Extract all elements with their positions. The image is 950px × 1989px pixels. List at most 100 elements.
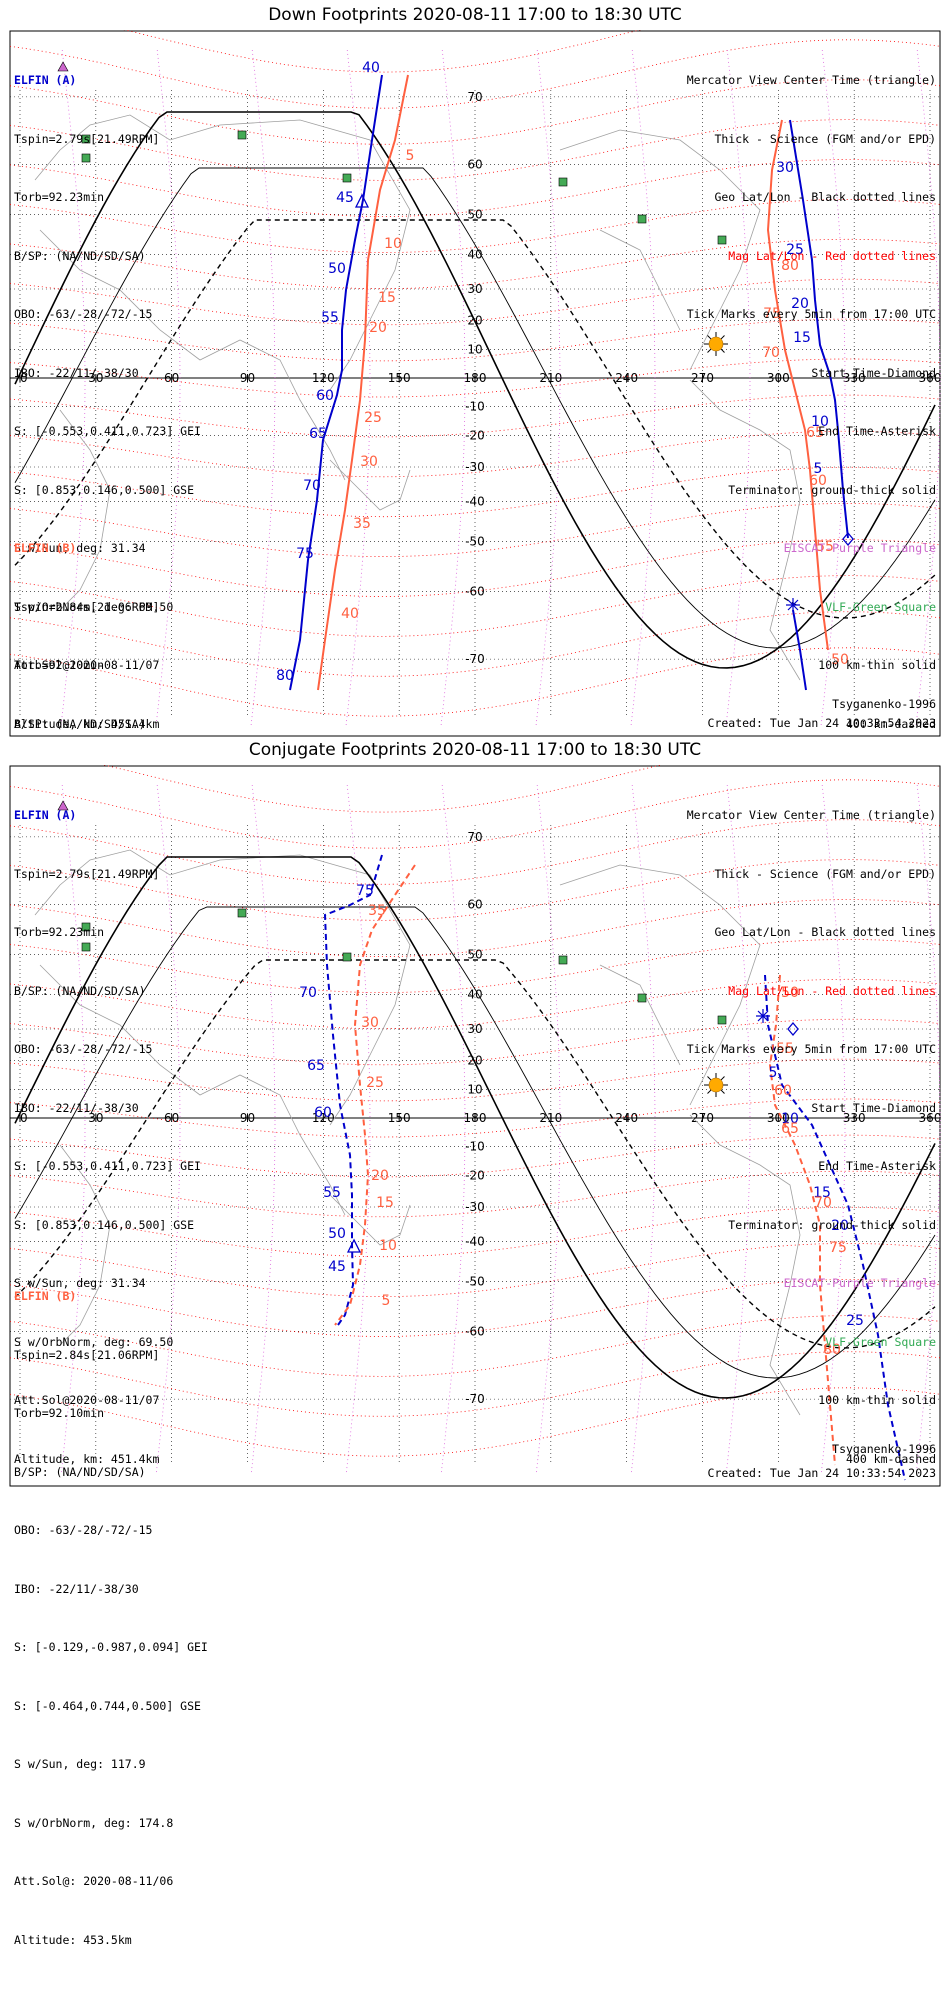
elfin-b-tick-label: 60 <box>774 1083 792 1099</box>
elfin-a-track <box>789 119 849 539</box>
end-asterisk <box>786 598 800 612</box>
legend-terminator: Terminator: ground-thick solid <box>728 1217 936 1232</box>
lat-tick-label: -10 <box>465 399 485 413</box>
lon-tick-label: 360 <box>919 1111 942 1125</box>
elfin-a-tick-label: 60 <box>314 1105 332 1121</box>
sun-ray <box>720 348 725 353</box>
elfin-b-line: S: [-0.129,-0.987,0.094] GEI <box>14 1640 208 1654</box>
vlf-square <box>81 134 91 144</box>
lat-tick-label: -50 <box>465 1275 485 1289</box>
coastline <box>34 849 411 1126</box>
elfin-a-line: Att.Sol@2020-08-11/07 <box>14 658 160 672</box>
elfin-a-line: Tspin=2.79s[21.49RPM] <box>14 131 160 146</box>
elfin-a-tick-label: 60 <box>316 388 334 404</box>
vlf-square <box>237 130 247 140</box>
elfin-b-track <box>766 119 829 651</box>
lon-tick-label: 300 <box>767 371 790 385</box>
sun-ray <box>720 1076 725 1081</box>
geo-grid: 70 60 50 40 30 20 10 -10 -20 -30 -40 -50 -60 -70 0 30 60… <box>10 90 941 715</box>
elfin-a-tick-label: 25 <box>786 242 804 258</box>
elfin-b-line: S w/Sun, deg: 117.9 <box>14 1757 146 1771</box>
mag-lat-line <box>9 1018 941 1066</box>
lon-tick-label: 240 <box>615 1111 638 1125</box>
elfin-b-label: ELFIN (B) <box>14 1289 77 1303</box>
mag-lat-line <box>9 1243 941 1297</box>
coastline <box>329 1194 411 1246</box>
lat-tick-label: 50 <box>467 947 482 961</box>
elfin-a-tick-label: 20 <box>791 296 809 312</box>
elfin-a-tick-label: 40 <box>362 60 380 76</box>
sun-ray <box>707 1076 712 1081</box>
elfin-a-line: Altitude, km: 451.4km <box>14 1451 160 1466</box>
end-asterisk <box>756 1009 770 1023</box>
terminator-curves <box>14 856 936 1399</box>
coastline <box>599 229 681 331</box>
legend-100km: 100 km-thin solid <box>818 1393 936 1407</box>
lat-tick-label: 50 <box>467 207 482 221</box>
lon-tick-label: 180 <box>464 371 487 385</box>
geo-grid: 70 60 50 40 30 20 10 -10 -20 -30 -40 -50 -60 -70 0 30 60… <box>10 825 941 1465</box>
lat-tick-label: -20 <box>465 429 485 443</box>
model-label: Tsyganenko-1996 <box>832 697 936 711</box>
lon-tick-label: 330 <box>843 371 866 385</box>
sun-ray <box>720 335 725 340</box>
lon-tick-label: 210 <box>539 1111 562 1125</box>
vlf-square <box>558 177 568 187</box>
mag-lat-line <box>9 1315 941 1377</box>
elfin-b-tick-label: 10 <box>384 236 402 252</box>
elfin-b-tick-label: 70 <box>762 345 780 361</box>
lat-tick-label: 20 <box>467 1053 482 1067</box>
lat-tick-label: 30 <box>467 1022 482 1036</box>
terminator-400km <box>14 219 936 619</box>
elfin-b-tick-label: 15 <box>378 290 396 306</box>
elfin-a-line: OBO: -63/-28/-72/-15 <box>14 307 153 321</box>
elfin-a-tick-label: 80 <box>276 668 294 684</box>
vlf-square <box>717 1015 727 1025</box>
elfin-b-info: ELFIN (B) Tspin=2.84s[21.06RPM] Torb=92.… <box>14 1248 208 1989</box>
mag-lat-line <box>9 430 941 478</box>
elfin-b-tick-label: 5 <box>406 148 415 164</box>
elfin-b-label: ELFIN (B) <box>14 541 77 555</box>
center-triangle <box>346 1238 362 1253</box>
legend-terminator: Terminator: ground-thick solid <box>728 482 936 497</box>
lon-tick-label: 90 <box>240 1111 255 1125</box>
mag-lon-line <box>820 784 846 1476</box>
elfin-a-tick-label: 45 <box>328 1259 346 1275</box>
lat-tick-label: 70 <box>467 830 482 844</box>
lat-tick-label: -10 <box>465 1139 485 1153</box>
mag-lon-line <box>250 784 276 1476</box>
elfin-a-line: Torb=92.23min <box>14 190 105 204</box>
legend-vlf: VLF-Green Square <box>825 599 936 614</box>
elfin-a-track <box>792 609 807 691</box>
elfin-b-tick-label: 35 <box>353 516 371 532</box>
elfin-a-tick-label: 45 <box>336 190 354 206</box>
elfin-a-label: ELFIN (A) <box>14 73 77 87</box>
elfin-b-track <box>334 864 416 1326</box>
created-label: Created: Tue Jan 24 10:33:54 2023 <box>707 716 936 730</box>
legend-thick: Thick - Science (FGM and/or EPD) <box>714 131 936 146</box>
legend-100km: 100 km-thin solid <box>818 658 936 672</box>
footprint-tracks: 4045505560657075803025201510551015202530… <box>276 60 854 691</box>
lat-tick-label: -40 <box>465 495 485 509</box>
mag-lat-line <box>9 318 941 362</box>
lat-tick-label: -70 <box>465 1392 485 1406</box>
model-label: Tsyganenko-1996 <box>832 1442 936 1456</box>
sun-disc <box>708 1077 724 1093</box>
elfin-b-tick-label: 80 <box>781 258 799 274</box>
elfin-a-tick-label: 75 <box>356 883 374 899</box>
lat-tick-label: -20 <box>465 1169 485 1183</box>
elfin-b-line: Altitude: 453.5km <box>14 1932 132 1947</box>
mag-lat-line <box>9 1134 941 1178</box>
legend-mag: Mag Lat/Lon - Red dotted lines <box>728 248 936 263</box>
elfin-b-tick-label: 60 <box>809 473 827 489</box>
elfin-b-tick-label: 20 <box>369 320 387 336</box>
elfin-b-line: Att.Sol@: 2020-08-11/06 <box>14 1874 174 1888</box>
elfin-b-tick-label: 50 <box>831 652 849 668</box>
elfin-b-tick-label: 75 <box>829 1240 847 1256</box>
elfin-a-line: S w/Sun, deg: 31.34 <box>14 541 146 555</box>
mag-lat-line <box>9 503 941 557</box>
sun-icon <box>704 1073 728 1097</box>
elfin-b-line: B/SP: (NA/ND/SD/SA) <box>14 1464 146 1479</box>
mag-lat-line <box>9 1170 941 1218</box>
coastline <box>559 864 761 1106</box>
